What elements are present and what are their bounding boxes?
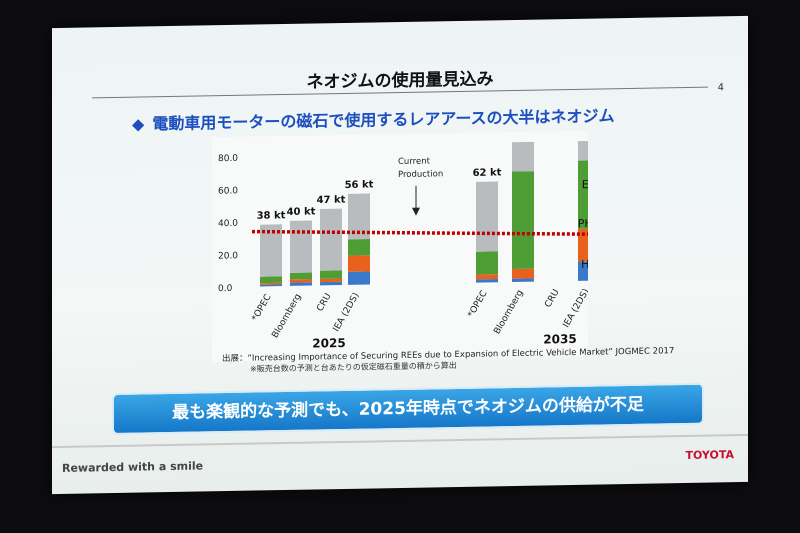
x-tick-label: CRU	[315, 292, 333, 314]
total-label: 56 kt	[345, 179, 374, 191]
bar-segment-hv	[290, 282, 312, 286]
x-tick-label: IEA (2DS)	[332, 291, 362, 333]
bar-segment-phv	[320, 278, 342, 283]
x-tick-label: CRU	[543, 288, 561, 310]
y-tick-label: 80.0	[218, 154, 238, 164]
bar-segment-other	[290, 220, 312, 273]
footer-divider	[52, 433, 748, 449]
bar-segment-hv	[320, 281, 342, 286]
bar-segment-other	[320, 208, 342, 271]
conclusion-banner: 最も楽観的な予測でも、2025年時点でネオジムの供給が不足	[112, 382, 704, 436]
reference-line-label: Current	[398, 156, 431, 167]
bar-segment-phv	[512, 268, 534, 279]
chart-container: 0.0 20.0 40.0 60.0 80.0 38 kt 40 kt 47 kt 56 kt…	[212, 130, 611, 363]
reference-line-group: Current Production	[251, 156, 611, 237]
page-number: 4	[717, 82, 724, 94]
footer-logo-text: TOYOTA	[685, 448, 734, 463]
subtitle-text: 電動車用モーターの磁石で使用するレアアースの大半はネオジム	[152, 106, 615, 134]
arrow-down-icon	[412, 207, 420, 216]
series-label-ev: EV	[582, 178, 588, 191]
diamond-bullet-icon: ◆	[132, 114, 145, 134]
bar-segment-other	[476, 181, 498, 252]
bar-segment-ev	[348, 239, 370, 256]
y-tick-label: 0.0	[218, 284, 233, 294]
x-tick-label: *OPEC	[250, 293, 273, 323]
total-label: 62 kt	[473, 167, 502, 179]
group-label: 2025	[312, 336, 345, 351]
bar-segment-other	[260, 224, 282, 277]
slide-subtitle: ◆ 電動車用モーターの磁石で使用するレアアースの大半はネオジム	[132, 102, 615, 134]
bar-segment-phv	[290, 279, 312, 283]
series-label-hv: HV	[581, 258, 588, 271]
bar-segment-hv	[512, 278, 534, 283]
total-label: 47 kt	[317, 195, 346, 207]
bar-segment-phv	[476, 274, 498, 280]
bar-segment-other	[348, 193, 370, 240]
total-label: 40 kt	[287, 206, 316, 218]
x-tick-label: IEA (2DS)	[562, 287, 588, 329]
reference-line-label: Production	[398, 169, 443, 180]
presentation-slide: ネオジムの使用量見込み 4 ◆ 電動車用モーターの磁石で使用するレアアースの大半は…	[52, 15, 748, 495]
x-tick-label: *OPEC	[466, 289, 489, 319]
y-axis: 0.0 20.0 40.0 60.0 80.0	[218, 154, 238, 294]
y-tick-label: 20.0	[218, 251, 238, 261]
series-label-phv: PHV	[578, 217, 588, 230]
y-tick-label: 60.0	[218, 186, 238, 196]
bar-segment-ev	[512, 171, 534, 270]
bar-segment-hv	[260, 284, 282, 287]
bar-segment-ev	[476, 251, 498, 275]
y-tick-label: 40.0	[218, 219, 238, 229]
bar-segment-phv	[260, 282, 282, 285]
group-label: 2035	[543, 332, 576, 347]
bar-segment-ev	[290, 272, 312, 280]
source-note: ※販売台数の予測と台あたりの仮定磁石重量の積から算出	[250, 361, 457, 374]
bar-segment-phv	[348, 255, 370, 272]
bar-segment-other	[512, 141, 534, 172]
bar-segment-other	[578, 140, 600, 161]
bar-segment-hv	[348, 271, 370, 285]
bar-segment-ev	[260, 276, 282, 284]
footer-tagline: Rewarded with a smile	[62, 459, 204, 475]
bar-segment-ev	[320, 270, 342, 279]
x-tick-label: Bloomberg	[492, 288, 525, 336]
total-label: 38 kt	[257, 210, 286, 222]
bar-segment-hv	[476, 279, 498, 283]
x-tick-label: Bloomberg	[270, 292, 303, 340]
